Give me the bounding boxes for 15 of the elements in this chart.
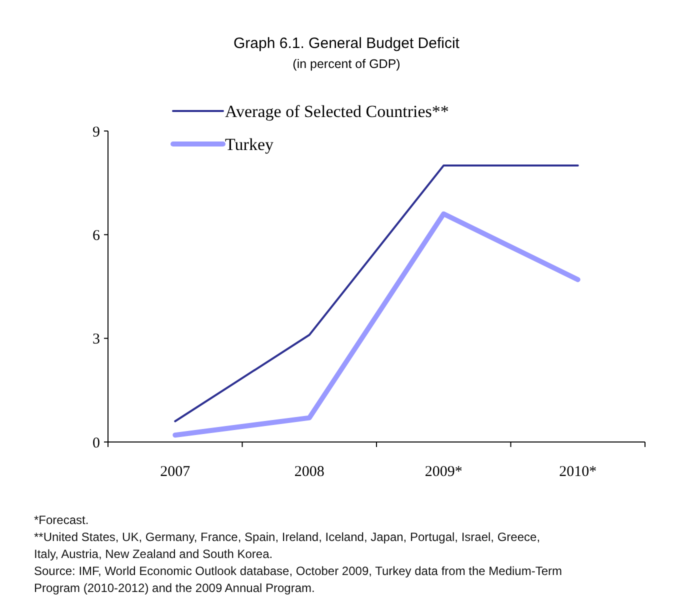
x-tick-label: 2007 [160, 464, 191, 480]
y-tick-label: 6 [92, 228, 100, 244]
text: **United States, UK, Germany, France, Spain, Ireland, Iceland, Japan, Portugal, Israel, Greece, Italy, Austria, New Zealand and South Korea. [34, 530, 540, 561]
y-tick-label: 3 [92, 332, 100, 348]
chart-subtitle: (in percent of GDP) [292, 57, 400, 71]
legend-label: Average of Selected Countries** [225, 102, 449, 121]
chart-title: Graph 6.1. General Budget Deficit [234, 35, 460, 52]
y-tick-label: 0 [92, 435, 100, 452]
source-note: Source: IMF, World Economic Outlook database, October 2009, Turkey data from the Medium-Term Program (2010-2012) and the 2009 Annual Program. [34, 564, 562, 595]
x-tick-label: 2010* [559, 464, 597, 480]
x-tick-label: 2008 [294, 464, 324, 480]
text: *Forecast. [34, 513, 89, 527]
x-tick-label: 2009* [424, 464, 462, 480]
legend-label: Turkey [225, 134, 274, 154]
y-tick-label: 9 [92, 124, 100, 140]
